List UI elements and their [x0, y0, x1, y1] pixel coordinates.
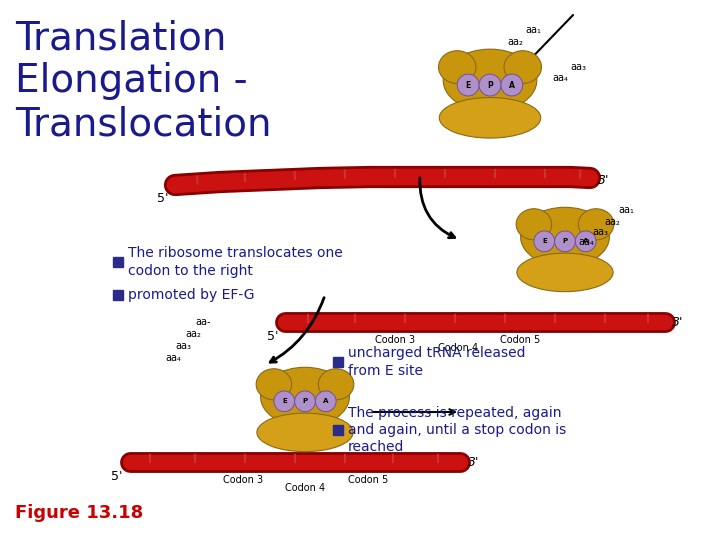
Ellipse shape	[261, 367, 349, 427]
Text: aa₂: aa₂	[604, 217, 620, 227]
Text: aa₂: aa₂	[507, 37, 523, 47]
Ellipse shape	[439, 98, 541, 138]
Text: 5': 5'	[156, 192, 168, 205]
Text: 5': 5'	[266, 330, 278, 343]
Text: aa₃: aa₃	[592, 227, 608, 237]
Text: aa₄: aa₄	[552, 73, 568, 83]
Ellipse shape	[517, 253, 613, 292]
Ellipse shape	[257, 413, 353, 451]
Ellipse shape	[256, 369, 292, 400]
Text: E: E	[282, 399, 287, 404]
Ellipse shape	[444, 49, 537, 112]
Ellipse shape	[504, 51, 541, 84]
Text: aa₁: aa₁	[525, 25, 541, 35]
Text: P: P	[562, 238, 567, 244]
Circle shape	[479, 74, 501, 96]
Text: Codon 3: Codon 3	[375, 335, 415, 345]
Text: Codon 5: Codon 5	[348, 475, 388, 485]
Text: Codon 5: Codon 5	[500, 335, 540, 345]
Text: Codon 3: Codon 3	[223, 475, 263, 485]
Ellipse shape	[516, 209, 552, 240]
Text: aa₃: aa₃	[570, 62, 586, 72]
Text: A: A	[509, 80, 515, 90]
Text: The ribosome translocates one
codon to the right: The ribosome translocates one codon to t…	[128, 246, 343, 278]
Ellipse shape	[318, 369, 354, 400]
Text: Codon 4: Codon 4	[438, 343, 478, 353]
Text: Translation
Elongation -
Translocation: Translation Elongation - Translocation	[15, 20, 271, 143]
Circle shape	[294, 391, 315, 411]
Text: P: P	[487, 80, 493, 90]
Text: A: A	[323, 399, 328, 404]
Text: A: A	[583, 238, 588, 244]
Ellipse shape	[578, 209, 614, 240]
Text: Codon 4: Codon 4	[285, 483, 325, 493]
Text: P: P	[302, 399, 307, 404]
Text: E: E	[542, 238, 546, 244]
Circle shape	[315, 391, 336, 411]
Text: aa₃: aa₃	[175, 341, 191, 351]
Text: Figure 13.18: Figure 13.18	[15, 504, 143, 522]
Text: promoted by EF-G: promoted by EF-G	[128, 288, 254, 302]
Ellipse shape	[438, 51, 476, 84]
Text: The process is repeated, again
and again, until a stop codon is
reached: The process is repeated, again and again…	[348, 406, 566, 454]
Circle shape	[575, 231, 596, 252]
Circle shape	[501, 74, 523, 96]
Text: aa₄: aa₄	[165, 353, 181, 363]
Ellipse shape	[521, 207, 609, 266]
Text: 3': 3'	[598, 173, 609, 186]
Text: aa₂: aa₂	[185, 329, 201, 339]
Circle shape	[457, 74, 479, 96]
Circle shape	[534, 231, 554, 252]
Text: 3': 3'	[468, 456, 480, 469]
Text: E: E	[466, 80, 471, 90]
Text: aa₄: aa₄	[578, 237, 594, 247]
Text: aa-: aa-	[195, 317, 210, 327]
Text: aa₁: aa₁	[618, 205, 634, 215]
Circle shape	[554, 231, 575, 252]
Circle shape	[274, 391, 294, 411]
Text: 5': 5'	[112, 470, 123, 483]
Text: uncharged tRNA released
from E site: uncharged tRNA released from E site	[348, 346, 526, 377]
Text: 3': 3'	[672, 315, 683, 328]
